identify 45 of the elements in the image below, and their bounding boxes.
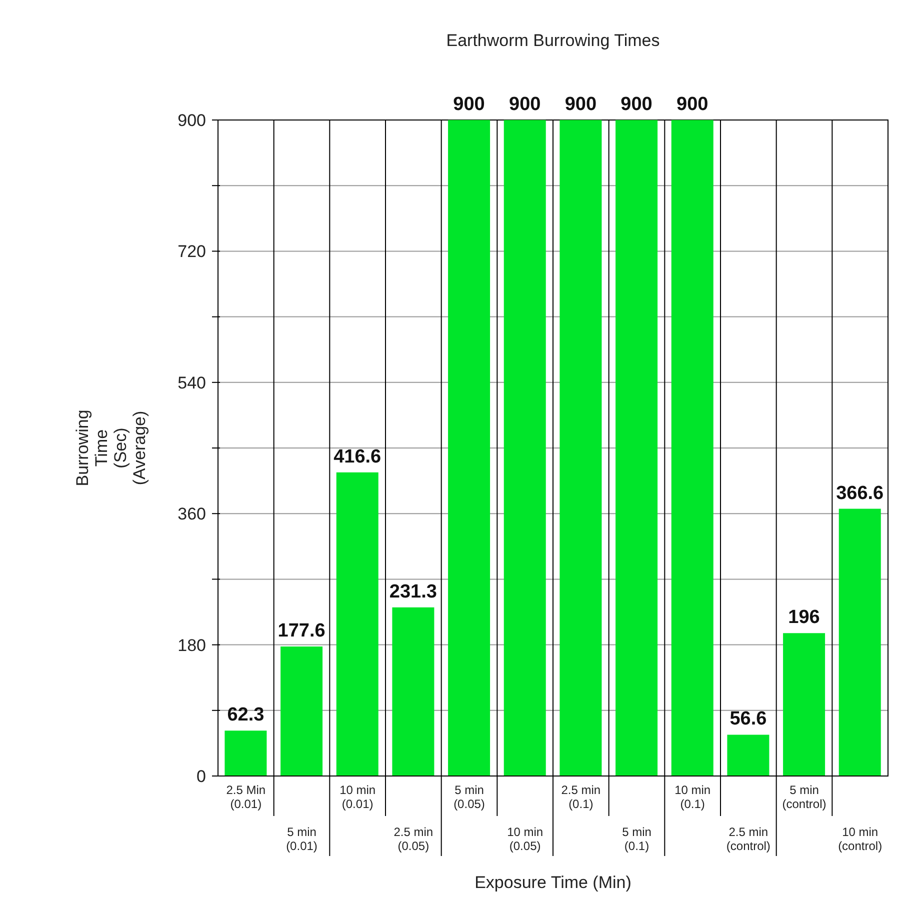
x-axis-title: Exposure Time (Min) [474, 873, 632, 892]
x-tick-label: 10 min (0.1) [674, 783, 711, 811]
bar [504, 120, 546, 776]
x-tick-label: 10 min (control) [838, 825, 882, 853]
x-tick-label: 2.5 Min (0.01) [226, 783, 266, 811]
x-tick-label: 10 min (0.01) [340, 783, 376, 811]
data-label: 177.6 [278, 620, 326, 642]
chart-title: Earthworm Burrowing Times [446, 31, 660, 50]
data-label: 900 [564, 94, 597, 115]
data-label: 56.6 [730, 708, 767, 730]
bar [280, 646, 323, 776]
bar [560, 120, 602, 776]
bar [838, 508, 881, 776]
x-tick-label: 2.5 min (0.05) [394, 825, 434, 853]
y-tick-label: 720 [178, 242, 206, 262]
data-label: 196 [788, 607, 820, 628]
x-tick-label: 5 min (0.1) [622, 825, 652, 853]
data-label: 900 [453, 94, 485, 115]
x-tick-label: 5 min (0.01) [286, 825, 318, 853]
data-label: 416.6 [334, 446, 382, 468]
x-tick-label: 5 min (control) [782, 783, 826, 811]
data-label: 900 [620, 94, 652, 115]
bar [336, 472, 378, 776]
bar [616, 120, 658, 776]
data-label: 62.3 [227, 704, 264, 726]
bar [448, 120, 490, 776]
data-label: 900 [509, 94, 541, 115]
bar [727, 734, 770, 776]
y-tick-label: 360 [178, 504, 206, 524]
bar [224, 730, 267, 776]
x-tick-label: 10 min (0.05) [507, 825, 544, 853]
bar [671, 120, 714, 776]
x-tick-label: 2.5 min (0.1) [561, 783, 601, 811]
data-label: 231.3 [389, 581, 437, 602]
y-tick-label: 0 [196, 767, 206, 786]
y-tick-label: 180 [178, 636, 206, 655]
y-tick-label: 900 [178, 111, 206, 130]
bar [392, 607, 434, 776]
x-tick-label: 2.5 min (control) [726, 825, 770, 853]
y-axis-title: Burrowing Time (Sec) (Average) [73, 410, 149, 486]
data-label: 900 [676, 94, 708, 115]
data-label: 366.6 [836, 482, 884, 504]
bar [783, 633, 826, 776]
y-tick-label: 540 [178, 373, 206, 392]
x-tick-label: 5 min (0.05) [454, 783, 485, 811]
